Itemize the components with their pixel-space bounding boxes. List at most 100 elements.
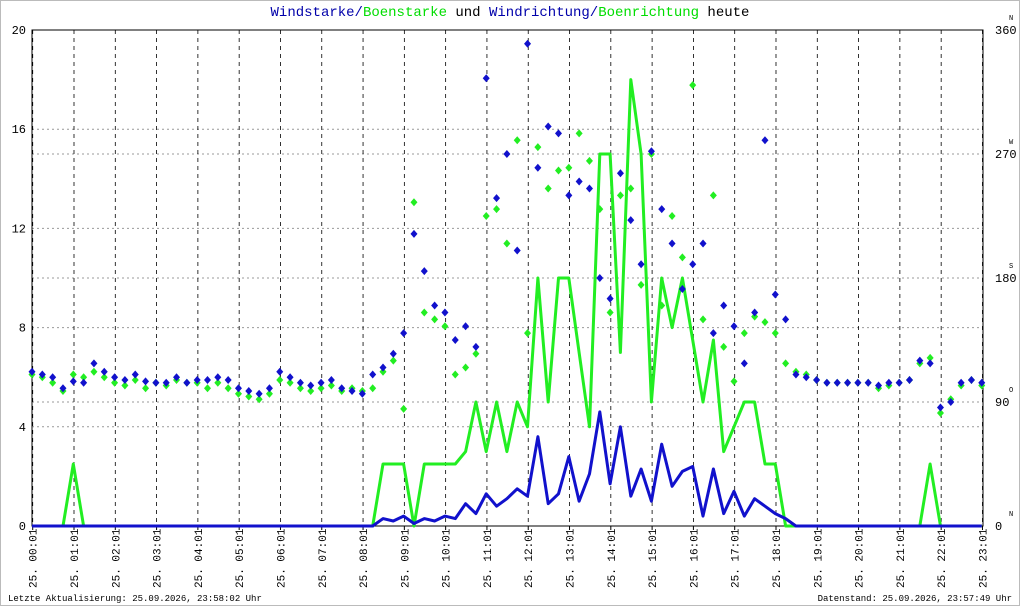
direction-point: [80, 378, 88, 387]
direction-point: [740, 359, 748, 368]
direction-point: [575, 129, 583, 138]
direction-point: [49, 373, 57, 382]
direction-point: [802, 373, 810, 382]
x-tick-label: 25. 18:01: [772, 528, 784, 588]
y-tick-label: 16: [12, 123, 26, 137]
title-part: Boenrichtung: [598, 5, 699, 21]
direction-point: [771, 329, 779, 338]
direction-point: [100, 367, 108, 376]
direction-point: [276, 367, 284, 376]
direction-point: [462, 322, 470, 331]
direction-point: [317, 378, 325, 387]
direction-point: [307, 381, 315, 390]
x-tick-label: 25. 21:01: [896, 528, 908, 588]
direction-point: [813, 375, 821, 384]
direction-point: [234, 389, 242, 398]
direction-point: [224, 375, 232, 384]
title-part: Boenstarke: [363, 5, 447, 21]
direction-point: [69, 370, 77, 379]
y2-tick-label: 180: [995, 272, 1017, 286]
x-tick-label: 25. 05:01: [235, 528, 247, 588]
direction-point: [69, 377, 77, 386]
direction-point: [482, 212, 490, 220]
direction-point: [296, 384, 304, 393]
x-tick-label: 25. 20:01: [855, 528, 867, 588]
direction-point: [606, 294, 614, 303]
direction-point: [493, 205, 501, 214]
direction-point: [854, 378, 862, 387]
direction-point: [565, 191, 573, 200]
direction-point: [307, 386, 315, 395]
title-part: Windrichtung/: [489, 5, 598, 21]
x-tick-label: 25. 01:01: [70, 528, 82, 588]
direction-point: [585, 184, 593, 193]
direction-point: [606, 308, 614, 317]
x-tick-label: 25. 19:01: [813, 528, 825, 588]
direction-point: [761, 318, 769, 327]
direction-point: [493, 194, 501, 203]
direction-point: [967, 375, 975, 384]
direction-point: [957, 378, 965, 387]
direction-point: [616, 191, 624, 200]
y-tick-label: 12: [12, 222, 26, 236]
direction-point: [38, 370, 46, 379]
y2-tick-note: N: [1009, 15, 1013, 23]
direction-point: [369, 384, 377, 393]
direction-point: [709, 191, 717, 200]
direction-point: [462, 363, 470, 372]
direction-point: [59, 384, 67, 393]
title-part: Windstarke/: [271, 5, 363, 21]
direction-point: [224, 384, 232, 393]
direction-point: [864, 378, 872, 387]
direction-point: [358, 389, 366, 398]
x-tick-label: 25. 00:01: [29, 528, 41, 588]
direction-point: [751, 312, 759, 321]
direction-point: [730, 377, 738, 386]
direction-point: [131, 370, 139, 379]
direction-point: [420, 267, 428, 276]
direction-point: [534, 163, 542, 172]
x-tick-label: 25. 07:01: [318, 528, 330, 588]
direction-point: [28, 367, 36, 376]
direction-point: [431, 301, 439, 310]
direction-point: [389, 349, 397, 358]
direction-point: [348, 386, 356, 395]
direction-point: [420, 308, 428, 317]
direction-point: [286, 373, 294, 382]
direction-point: [142, 384, 150, 393]
direction-point: [534, 143, 542, 152]
direction-point: [131, 375, 139, 384]
direction-point: [369, 370, 377, 379]
direction-point: [637, 280, 645, 289]
y2-tick-label: 270: [995, 148, 1017, 162]
direction-point: [616, 169, 624, 178]
direction-point: [885, 378, 893, 387]
direction-point: [142, 377, 150, 386]
direction-point: [234, 384, 242, 393]
direction-point: [740, 329, 748, 338]
direction-point: [689, 260, 697, 269]
y2-tick-note: W: [1009, 139, 1014, 147]
footer-right: Datenstand: 25.09.2026, 23:57:49 Uhr: [818, 594, 1012, 604]
series-line: [32, 410, 982, 528]
direction-point: [658, 301, 666, 310]
plot-border: [31, 29, 984, 527]
direction-point: [823, 378, 831, 387]
x-tick-label: 25. 22:01: [937, 528, 949, 588]
direction-point: [121, 375, 129, 384]
direction-point: [100, 373, 108, 382]
direction-point: [978, 378, 986, 387]
direction-point: [482, 74, 490, 83]
footer-left: Letzte Aktualisierung: 25.09.2026, 23:58…: [8, 594, 262, 604]
direction-point: [947, 398, 955, 406]
y-tick-label: 0: [19, 520, 26, 534]
direction-point: [585, 156, 593, 165]
x-tick-label: 25. 08:01: [359, 528, 371, 588]
direction-point: [286, 378, 294, 387]
direction-point: [276, 375, 284, 384]
direction-point: [410, 229, 418, 238]
direction-point: [503, 239, 511, 248]
x-tick-label: 25. 06:01: [276, 528, 288, 588]
direction-point: [111, 378, 119, 387]
direction-point: [379, 363, 387, 372]
